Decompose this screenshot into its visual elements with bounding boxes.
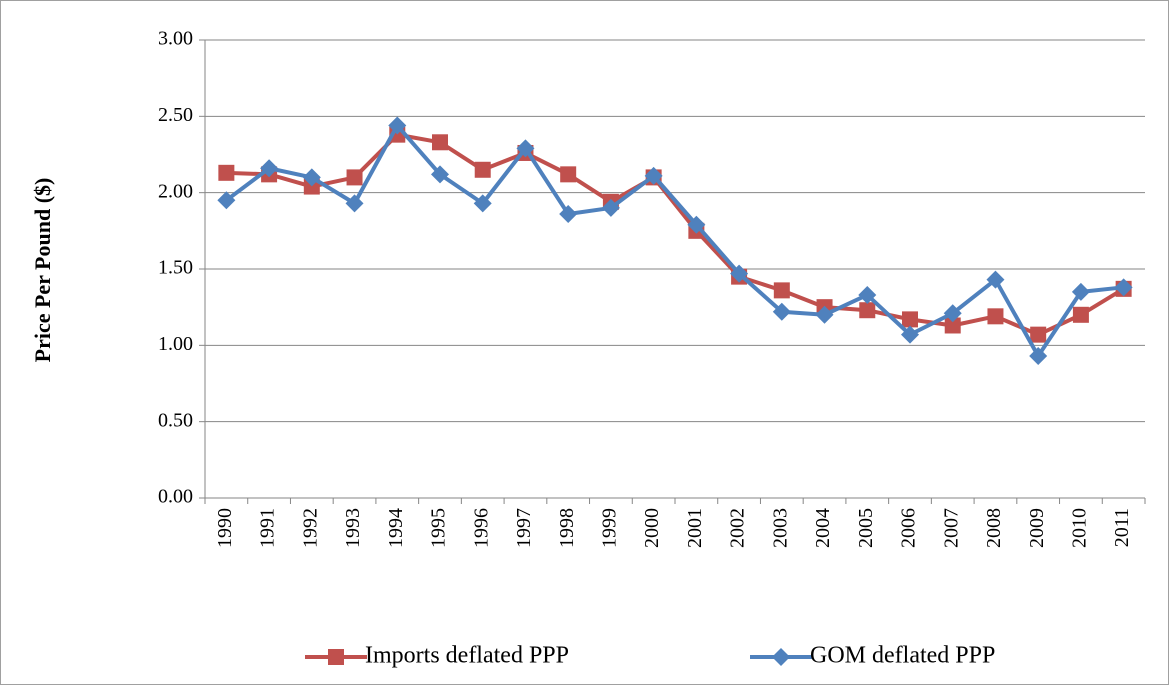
x-tick-label: 2011 [1111, 508, 1133, 547]
series-line [226, 132, 1125, 337]
y-tick-label: 0.00 [158, 486, 193, 508]
marker [687, 215, 706, 234]
marker [902, 311, 918, 328]
x-tick-label: 2006 [898, 508, 920, 548]
y-tick-label: 1.00 [158, 333, 193, 355]
marker [859, 302, 876, 319]
marker [815, 305, 834, 324]
marker [431, 165, 449, 184]
x-tick-label: 2001 [684, 508, 706, 548]
marker [601, 198, 620, 217]
y-tick-label: 3.00 [158, 28, 193, 50]
x-tick-label: 2007 [940, 508, 962, 548]
marker [772, 302, 791, 321]
marker [730, 264, 749, 283]
marker [516, 139, 535, 158]
marker [473, 194, 492, 213]
marker [644, 166, 663, 185]
marker [346, 169, 363, 186]
marker [218, 164, 235, 181]
y-tick-label: 2.50 [158, 104, 193, 126]
marker [773, 282, 790, 299]
x-tick-label: 1994 [385, 508, 407, 548]
legend-label: Imports deflated PPP [365, 643, 569, 669]
marker [1072, 306, 1089, 323]
y-tick-label: 0.50 [158, 409, 193, 431]
x-tick-label: 2005 [855, 508, 877, 548]
x-tick-label: 2003 [769, 508, 791, 548]
marker [388, 116, 407, 135]
marker [1114, 278, 1133, 297]
x-tick-label: 2002 [727, 508, 749, 548]
marker [559, 205, 578, 224]
marker [772, 648, 790, 666]
marker [944, 317, 961, 334]
y-tick-label: 2.00 [158, 180, 193, 202]
x-tick-label: 1990 [214, 508, 236, 548]
marker [560, 166, 577, 183]
marker [987, 308, 1004, 325]
marker [432, 134, 448, 151]
series-line [225, 123, 1124, 359]
x-tick-label: 2009 [1026, 508, 1048, 548]
marker [474, 161, 491, 178]
marker [986, 270, 1005, 289]
marker [1030, 326, 1047, 343]
marker [943, 304, 962, 323]
y-axis-label: Price Per Pound ($) [30, 178, 55, 363]
marker [303, 178, 320, 195]
x-tick-label: 2008 [983, 508, 1005, 548]
x-tick-label: 1993 [342, 508, 364, 548]
marker [345, 194, 364, 213]
marker [260, 159, 279, 178]
marker [328, 649, 344, 665]
x-tick-label: 1995 [428, 508, 450, 548]
legend-label: GOM deflated PPP [810, 643, 995, 669]
x-tick-label: 1999 [599, 508, 621, 548]
x-tick-label: 1998 [556, 508, 578, 548]
marker [1029, 347, 1048, 366]
x-tick-label: 2004 [812, 508, 834, 548]
marker [901, 325, 919, 344]
x-tick-label: 1992 [299, 508, 321, 548]
x-tick-label: 2000 [641, 508, 663, 548]
marker [858, 285, 877, 304]
marker [217, 191, 236, 210]
marker [1071, 282, 1090, 301]
y-tick-label: 1.50 [158, 257, 193, 279]
marker [302, 168, 321, 187]
x-tick-label: 1991 [257, 508, 279, 548]
x-tick-label: 1996 [470, 508, 492, 548]
x-tick-label: 2010 [1069, 508, 1091, 548]
x-tick-label: 1997 [513, 508, 535, 548]
